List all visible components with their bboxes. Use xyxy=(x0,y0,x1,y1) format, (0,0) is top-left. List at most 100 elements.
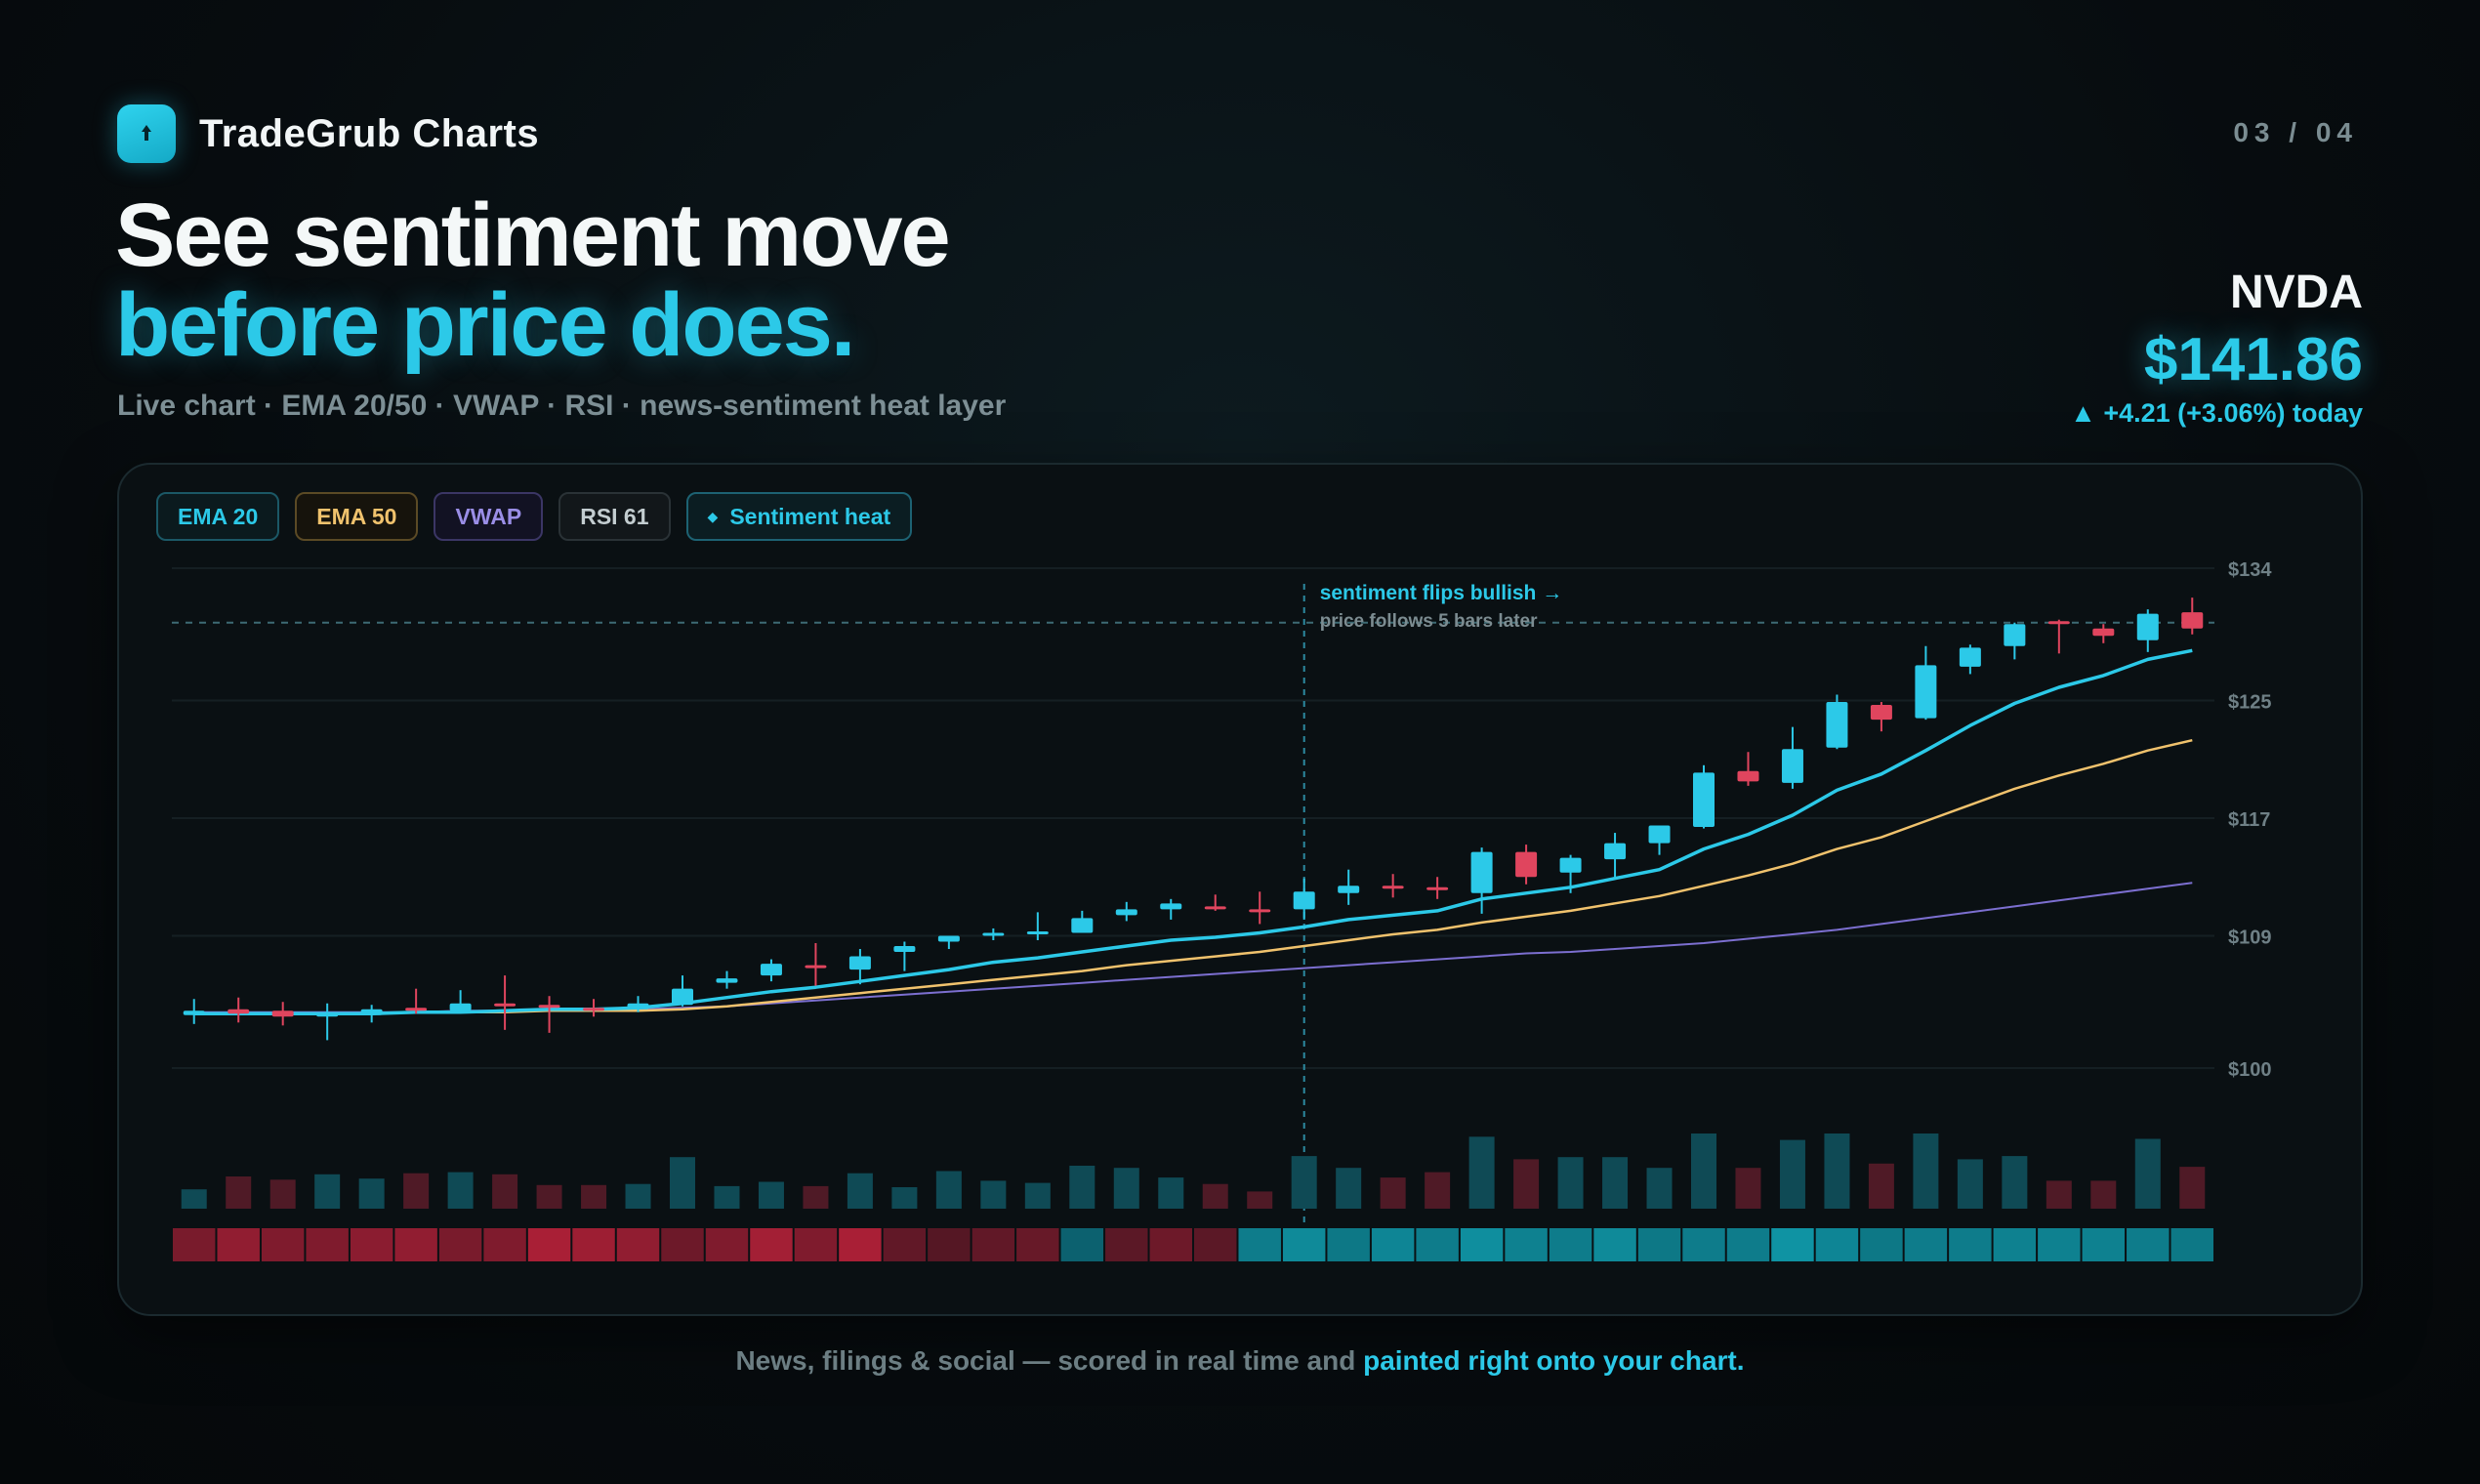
candle xyxy=(1915,645,1937,721)
candle-body xyxy=(449,1003,472,1011)
candle-body xyxy=(1382,886,1404,889)
sentiment-heat-cell xyxy=(438,1228,482,1261)
candle-body xyxy=(1293,891,1315,910)
sentiment-heat-cell xyxy=(661,1228,704,1261)
candle xyxy=(2047,619,2070,654)
series-line-ema-50 xyxy=(193,738,2193,1015)
sentiment-heat-cell xyxy=(2127,1228,2170,1261)
volume-bar xyxy=(581,1184,607,1209)
candle xyxy=(1026,912,1049,940)
volume-bar xyxy=(226,1176,252,1209)
candle xyxy=(405,988,428,1014)
candle xyxy=(1959,644,1981,675)
volume-bar xyxy=(1957,1159,1983,1209)
footer-text: News, filings & social — scored in real … xyxy=(735,1345,1364,1376)
candle-body xyxy=(1781,749,1803,783)
candle-body xyxy=(1737,770,1759,782)
sentiment-heat-cell xyxy=(2082,1228,2126,1261)
candle-body xyxy=(1959,647,1981,667)
sentiment-heat-cell xyxy=(1460,1228,1504,1261)
sentiment-heat-cell xyxy=(928,1228,971,1261)
candle xyxy=(316,1003,339,1041)
headline-line-2: before price does. xyxy=(115,275,855,375)
ticker-quote: NVDA $141.86 ▲ +4.21 (+3.06%) today xyxy=(2070,266,2363,429)
sentiment-heat-cell xyxy=(572,1228,615,1261)
sentiment-heat-cell xyxy=(1282,1228,1326,1261)
sentiment-heat-cell xyxy=(1327,1228,1370,1261)
volume-bar xyxy=(536,1184,562,1209)
sentiment-heat-cell xyxy=(306,1228,349,1261)
headline: See sentiment move before price does. xyxy=(115,190,951,375)
sentiment-heat-cell xyxy=(527,1228,571,1261)
candle-body xyxy=(1515,851,1538,878)
sentiment-heat-cell xyxy=(1238,1228,1281,1261)
sentiment-heat-cell xyxy=(839,1228,882,1261)
candle-body xyxy=(1071,918,1094,933)
candle-body xyxy=(1648,825,1671,844)
candle-body xyxy=(760,964,782,976)
candle xyxy=(449,990,472,1011)
sentiment-heat-cell xyxy=(1771,1228,1814,1261)
candle-body xyxy=(405,1008,428,1011)
series-line-vwap xyxy=(193,882,2193,1013)
candle xyxy=(1293,878,1315,920)
volume-bar xyxy=(2090,1180,2117,1209)
sentiment-heat-cell xyxy=(1682,1228,1725,1261)
candle-body xyxy=(494,1003,517,1007)
candle xyxy=(1071,910,1094,933)
candle-body xyxy=(1338,886,1360,893)
chip-sentiment-heat[interactable]: ◆ Sentiment heat xyxy=(685,492,913,541)
candle xyxy=(1693,764,1715,829)
candle xyxy=(893,941,916,971)
sentiment-heat-cell xyxy=(1726,1228,1770,1261)
candle-body xyxy=(893,946,916,953)
volume-bar xyxy=(1158,1177,1184,1209)
candle-body xyxy=(805,965,827,969)
chip-rsi[interactable]: RSI 61 xyxy=(558,492,671,541)
sentiment-heat-cell xyxy=(1060,1228,1104,1261)
sentiment-heat-cell xyxy=(616,1228,660,1261)
y-tick-label: $100 xyxy=(2228,1059,2272,1081)
sentiment-heat-cell xyxy=(750,1228,793,1261)
candle xyxy=(494,975,517,1030)
volume-bar xyxy=(492,1174,518,1209)
volume-bar xyxy=(1380,1177,1406,1209)
candle-body xyxy=(583,1008,605,1011)
volume-bar xyxy=(1513,1159,1540,1209)
candle-body xyxy=(2004,624,2026,646)
y-tick-label: $117 xyxy=(2228,809,2270,831)
annotation-sublabel: price follows 5 bars later xyxy=(1320,611,1538,632)
sentiment-heat-cell xyxy=(2170,1228,2213,1261)
candle xyxy=(1781,726,1803,789)
candle-body xyxy=(538,1005,560,1009)
volume-bar xyxy=(1069,1166,1095,1209)
chip-ema50[interactable]: EMA 50 xyxy=(295,492,419,541)
sentiment-heat-cell xyxy=(1815,1228,1859,1261)
footer-accent: painted right onto your chart. xyxy=(1363,1345,1745,1376)
candle xyxy=(760,959,782,982)
y-tick-label: $125 xyxy=(2228,692,2272,714)
candle xyxy=(2092,624,2115,643)
candle xyxy=(805,943,827,986)
volume-bar xyxy=(181,1189,207,1209)
sentiment-heat-cell xyxy=(1549,1228,1592,1261)
brand-name: TradeGrub Charts xyxy=(199,111,540,155)
volume-bar xyxy=(358,1178,385,1209)
candle xyxy=(227,997,250,1023)
price-chart: $134 $125 $117 $109 $100 sentiment flips bull… xyxy=(172,559,2272,1261)
volume-bar xyxy=(670,1157,695,1209)
chip-ema20[interactable]: EMA 20 xyxy=(156,492,280,541)
candle xyxy=(360,1005,383,1023)
volume-bar xyxy=(1468,1136,1495,1209)
chip-vwap[interactable]: VWAP xyxy=(434,492,544,541)
candle xyxy=(183,999,205,1024)
volume-bar xyxy=(1291,1156,1317,1209)
brand: TradeGrub Charts xyxy=(117,104,539,163)
sentiment-heat-cell xyxy=(1194,1228,1237,1261)
chip-ema20-label: EMA 20 xyxy=(178,503,259,529)
candle-body xyxy=(848,956,871,970)
sentiment-heat-cell xyxy=(971,1228,1015,1261)
candle-body xyxy=(183,1010,205,1015)
candle xyxy=(538,996,560,1033)
sentiment-heat-cell xyxy=(2038,1228,2081,1261)
